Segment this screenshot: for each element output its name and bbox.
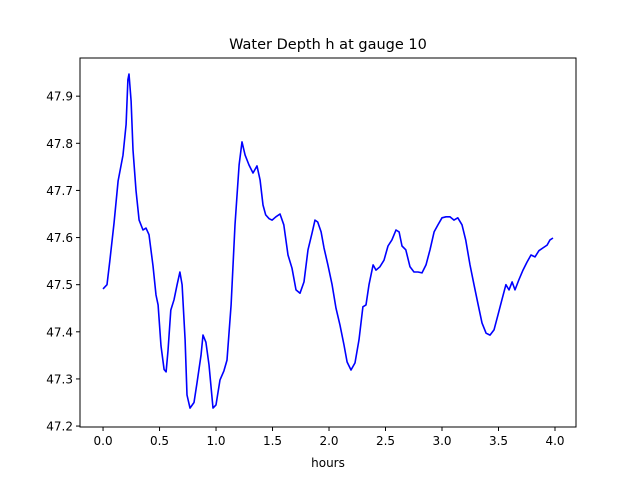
x-tick-label: 4.0 <box>545 434 564 448</box>
x-tick-label: 1.0 <box>206 434 225 448</box>
y-tick-label: 47.5 <box>46 278 73 292</box>
y-tick-label: 47.6 <box>46 231 73 245</box>
x-tick-label: 0.0 <box>94 434 113 448</box>
x-tick-label: 0.5 <box>150 434 169 448</box>
y-tick-label: 47.9 <box>46 90 73 104</box>
y-tick-label: 47.8 <box>46 137 73 151</box>
y-tick-label: 47.2 <box>46 420 73 434</box>
chart-title: Water Depth h at gauge 10 <box>229 37 427 53</box>
x-tick-label: 3.5 <box>489 434 508 448</box>
y-tick-label: 47.3 <box>46 372 73 386</box>
x-tick-label: 2.5 <box>376 434 395 448</box>
x-tick-label: 2.0 <box>319 434 338 448</box>
series-line-h <box>102 73 554 409</box>
axes-frame <box>79 57 577 428</box>
y-tick-label: 47.7 <box>46 184 73 198</box>
x-tick-label: 3.0 <box>432 434 451 448</box>
y-tick-label: 47.4 <box>46 325 73 339</box>
x-axis-label: hours <box>311 456 345 470</box>
x-tick-label: 1.5 <box>263 434 282 448</box>
